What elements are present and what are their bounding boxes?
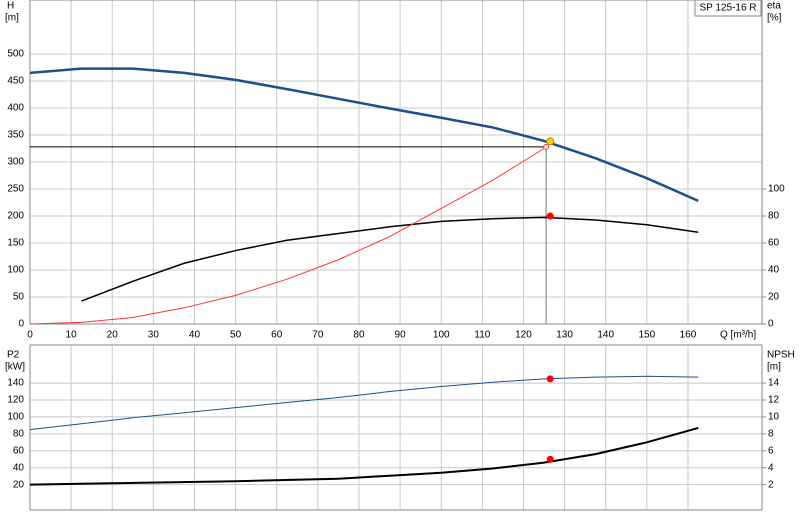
curve bbox=[29, 375, 699, 431]
y-tick-label: 200 bbox=[7, 211, 24, 222]
y-tick-label: 0 bbox=[18, 319, 24, 330]
y2-axis-label: eta bbox=[767, 1, 781, 12]
operating-point bbox=[546, 455, 554, 463]
y2-tick-label: 4 bbox=[768, 462, 774, 473]
y2-tick-label: 12 bbox=[768, 395, 780, 406]
y2-tick-label: 0 bbox=[768, 319, 774, 330]
y-tick-label: 150 bbox=[7, 238, 24, 249]
curve bbox=[81, 216, 699, 302]
x-tick-label: 90 bbox=[395, 330, 407, 341]
operating-point bbox=[546, 212, 554, 220]
y-tick-label: 80 bbox=[13, 428, 25, 439]
y-tick-label: 100 bbox=[7, 412, 24, 423]
title-box bbox=[694, 0, 762, 17]
y2-tick-label: 8 bbox=[768, 428, 774, 439]
curve bbox=[29, 67, 699, 203]
plot-frame bbox=[29, 344, 763, 511]
y-tick-label: 250 bbox=[7, 184, 24, 195]
y2-tick-label: 2 bbox=[768, 479, 774, 490]
x-tick-label: 60 bbox=[271, 330, 283, 341]
x-axis-label: Q [m³/h] bbox=[720, 330, 756, 341]
x-tick-label: 110 bbox=[474, 330, 490, 341]
y-tick-label: 140 bbox=[7, 378, 24, 389]
duty-intersection bbox=[543, 143, 550, 150]
x-tick-label: 50 bbox=[230, 330, 242, 341]
curve bbox=[29, 426, 699, 486]
x-tick-label: 160 bbox=[680, 330, 697, 341]
y-tick-label: 20 bbox=[13, 479, 25, 490]
x-tick-label: 20 bbox=[107, 330, 119, 341]
y2-tick-label: 6 bbox=[768, 445, 774, 456]
y2-axis-unit: [%] bbox=[767, 13, 782, 24]
y-tick-label: 40 bbox=[13, 462, 25, 473]
y-tick-label: 450 bbox=[7, 76, 24, 87]
y-tick-label: 350 bbox=[7, 130, 24, 141]
x-tick-label: 100 bbox=[433, 330, 450, 341]
y2-tick-label: 10 bbox=[768, 412, 780, 423]
y-axis-unit: [kW] bbox=[5, 362, 25, 373]
y-tick-label: 50 bbox=[13, 292, 25, 303]
x-tick-label: 120 bbox=[515, 330, 532, 341]
operating-point bbox=[546, 375, 554, 383]
y2-tick-label: 100 bbox=[768, 184, 785, 195]
y-tick-label: 120 bbox=[7, 395, 24, 406]
y2-tick-label: 40 bbox=[768, 265, 780, 276]
y2-tick-label: 20 bbox=[768, 292, 780, 303]
y-axis-label: H bbox=[7, 1, 14, 12]
y2-tick-label: 60 bbox=[768, 238, 780, 249]
x-tick-label: 0 bbox=[27, 330, 33, 341]
x-tick-label: 80 bbox=[353, 330, 365, 341]
y-tick-label: 400 bbox=[7, 103, 24, 114]
plot-frame bbox=[29, 0, 763, 325]
y2-axis-label: NPSH bbox=[767, 350, 795, 361]
x-tick-label: 10 bbox=[66, 330, 78, 341]
y-axis-label: P2 bbox=[7, 350, 20, 361]
y-tick-label: 300 bbox=[7, 157, 24, 168]
y2-tick-label: 80 bbox=[768, 211, 780, 222]
plot-layer: 0501001502002503003504004505000204060801… bbox=[5, 0, 795, 511]
y-tick-label: 500 bbox=[7, 49, 24, 60]
x-tick-label: 30 bbox=[148, 330, 160, 341]
y2-tick-label: 14 bbox=[768, 378, 780, 389]
x-tick-label: 130 bbox=[556, 330, 573, 341]
y-tick-label: 100 bbox=[7, 265, 24, 276]
x-tick-label: 40 bbox=[189, 330, 201, 341]
curve bbox=[29, 148, 545, 325]
x-tick-label: 70 bbox=[312, 330, 324, 341]
x-tick-label: 140 bbox=[597, 330, 614, 341]
chart-title: SP 125-16 R bbox=[699, 3, 756, 14]
y2-axis-unit: [m] bbox=[767, 362, 781, 373]
y-axis-unit: [m] bbox=[5, 13, 19, 24]
y-tick-label: 60 bbox=[13, 445, 25, 456]
operating-point bbox=[546, 137, 555, 146]
x-tick-label: 150 bbox=[639, 330, 656, 341]
